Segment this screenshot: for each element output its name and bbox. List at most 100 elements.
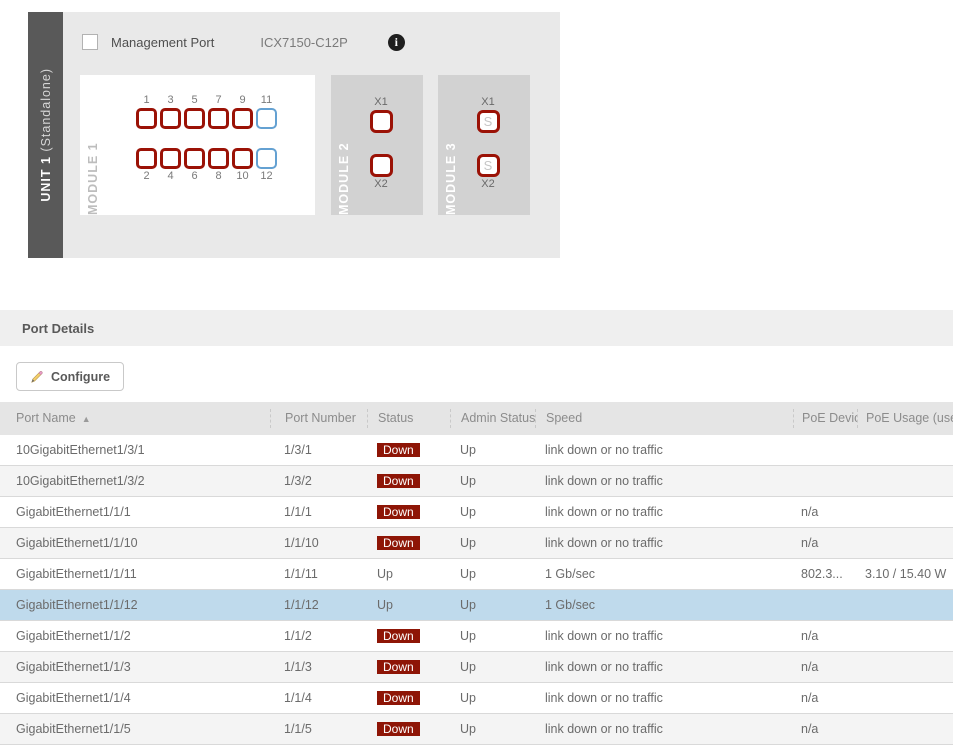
port-x2[interactable]	[369, 154, 393, 177]
header-poe-usage[interactable]: PoE Usage (used/total)	[857, 409, 953, 428]
table-row[interactable]: GigabitEthernet1/1/11 1/1/11 Up Up 1 Gb/…	[0, 559, 953, 590]
status-badge: Down	[377, 629, 420, 643]
port[interactable]	[160, 108, 181, 129]
port[interactable]	[136, 108, 157, 129]
port[interactable]	[136, 148, 157, 169]
management-port-label: Management Port	[111, 34, 215, 50]
header-speed[interactable]: Speed	[535, 409, 793, 428]
module-1: MODULE 1 1 3	[80, 75, 315, 215]
port[interactable]	[184, 108, 205, 129]
port-number-label: 2	[143, 170, 150, 182]
port-column: 8	[208, 148, 229, 184]
port-x2-label: X2	[374, 178, 388, 190]
configure-button-label: Configure	[51, 369, 111, 384]
module-3-ports: X1 S S X2	[476, 95, 500, 192]
port-column: 11	[256, 93, 277, 129]
table-row[interactable]: GigabitEthernet1/1/12 1/1/12 Up Up 1 Gb/…	[0, 590, 953, 621]
status-badge: Down	[377, 536, 420, 550]
cell-admin-status: Up	[460, 474, 476, 488]
cell-speed: link down or no traffic	[545, 722, 663, 736]
pencil-icon	[31, 370, 43, 383]
cell-status: Down	[367, 722, 450, 736]
port-x1[interactable]	[369, 110, 393, 133]
table-row[interactable]: GigabitEthernet1/1/3 1/1/3 Down Up link …	[0, 652, 953, 683]
port-x1-label: X1	[481, 96, 495, 108]
header-status[interactable]: Status	[367, 409, 450, 428]
header-poe-device[interactable]: PoE Device	[793, 409, 857, 428]
cell-port-number: 1/1/1	[284, 505, 312, 519]
cell-admin-status: Up	[460, 443, 476, 457]
cell-admin-status: Up	[460, 722, 476, 736]
cell-status: Down	[367, 474, 450, 488]
table-row[interactable]: GigabitEthernet1/1/2 1/1/2 Down Up link …	[0, 621, 953, 652]
cell-port-name: GigabitEthernet1/1/10	[16, 536, 138, 550]
port-details-table: Port Name ▲ Port Number Status Admin Stat…	[0, 402, 953, 745]
table-header: Port Name ▲ Port Number Status Admin Stat…	[0, 402, 953, 435]
cell-status: Down	[367, 443, 450, 457]
port[interactable]	[232, 148, 253, 169]
port[interactable]	[160, 148, 181, 169]
status-badge: Down	[377, 443, 420, 457]
header-port-number[interactable]: Port Number	[270, 409, 367, 428]
cell-admin-status: Up	[460, 598, 476, 612]
port-x2-label: X2	[481, 178, 495, 190]
module-2: MODULE 2 X1 X2	[331, 75, 423, 215]
cell-port-number: 1/1/5	[284, 722, 312, 736]
status-badge: Up	[377, 598, 393, 612]
configure-button[interactable]: Configure	[16, 362, 125, 391]
sort-ascending-icon: ▲	[81, 414, 91, 424]
table-row[interactable]: 10GigabitEthernet1/3/2 1/3/2 Down Up lin…	[0, 466, 953, 497]
cell-admin-status: Up	[460, 505, 476, 519]
port[interactable]	[256, 108, 277, 129]
cell-poe-device: n/a	[801, 722, 819, 736]
port[interactable]	[232, 108, 253, 129]
port-number-label: 11	[260, 94, 273, 106]
table-row[interactable]: GigabitEthernet1/1/4 1/1/4 Down Up link …	[0, 683, 953, 714]
port[interactable]	[184, 148, 205, 169]
port-number-label: 4	[167, 170, 174, 182]
cell-admin-status: Up	[460, 536, 476, 550]
header-admin-status[interactable]: Admin Status	[450, 409, 535, 428]
cell-speed: link down or no traffic	[545, 443, 663, 457]
info-icon[interactable]: i	[387, 33, 405, 51]
table-row[interactable]: GigabitEthernet1/1/1 1/1/1 Down Up link …	[0, 497, 953, 528]
cell-status: Up	[367, 598, 450, 612]
port-number-label: 5	[191, 94, 198, 106]
cell-admin-status: Up	[460, 629, 476, 643]
port[interactable]	[208, 108, 229, 129]
cell-status: Down	[367, 629, 450, 643]
cell-admin-status: Up	[460, 660, 476, 674]
table-row[interactable]: 10GigabitEthernet1/3/1 1/3/1 Down Up lin…	[0, 435, 953, 466]
port-number-label: 1	[143, 94, 150, 106]
port-x1-stacking[interactable]: S	[476, 110, 500, 133]
table-row[interactable]: GigabitEthernet1/1/10 1/1/10 Down Up lin…	[0, 528, 953, 559]
cell-port-number: 1/1/4	[284, 691, 312, 705]
management-port-row: Management Port ICX7150-C12P i	[82, 32, 405, 52]
port-column: 1	[136, 93, 157, 129]
port-number-label: 12	[260, 170, 273, 182]
port-column: 7	[208, 93, 229, 129]
cell-speed: 1 Gb/sec	[545, 598, 596, 612]
port[interactable]	[208, 148, 229, 169]
cell-poe-device: 802.3...	[801, 567, 843, 581]
module-1-ports: 1 3 5	[136, 93, 280, 184]
cell-port-number: 1/1/10	[284, 536, 319, 550]
port[interactable]	[256, 148, 277, 169]
cell-poe-usage: 3.10 / 15.40 W	[865, 567, 947, 581]
cell-port-name: GigabitEthernet1/1/2	[16, 629, 131, 643]
cell-port-name: GigabitEthernet1/1/12	[16, 598, 138, 612]
port-number-label: 9	[239, 94, 246, 106]
table-row[interactable]: GigabitEthernet1/1/5 1/1/5 Down Up link …	[0, 714, 953, 745]
cell-port-number: 1/1/12	[284, 598, 319, 612]
cell-status: Down	[367, 536, 450, 550]
switch-panel-body: Management Port ICX7150-C12P i MODULE 1 …	[63, 12, 560, 258]
management-port-checkbox[interactable]	[82, 34, 98, 50]
cell-status: Down	[367, 660, 450, 674]
switch-diagram-panel: UNIT 1 (Standalone) Management Port ICX7…	[28, 12, 560, 258]
cell-poe-device: n/a	[801, 691, 819, 705]
port-x2-stacking[interactable]: S	[476, 154, 500, 177]
header-port-name[interactable]: Port Name ▲	[16, 411, 91, 425]
cell-admin-status: Up	[460, 567, 476, 581]
cell-admin-status: Up	[460, 691, 476, 705]
module-2-ports: X1 X2	[369, 95, 393, 192]
